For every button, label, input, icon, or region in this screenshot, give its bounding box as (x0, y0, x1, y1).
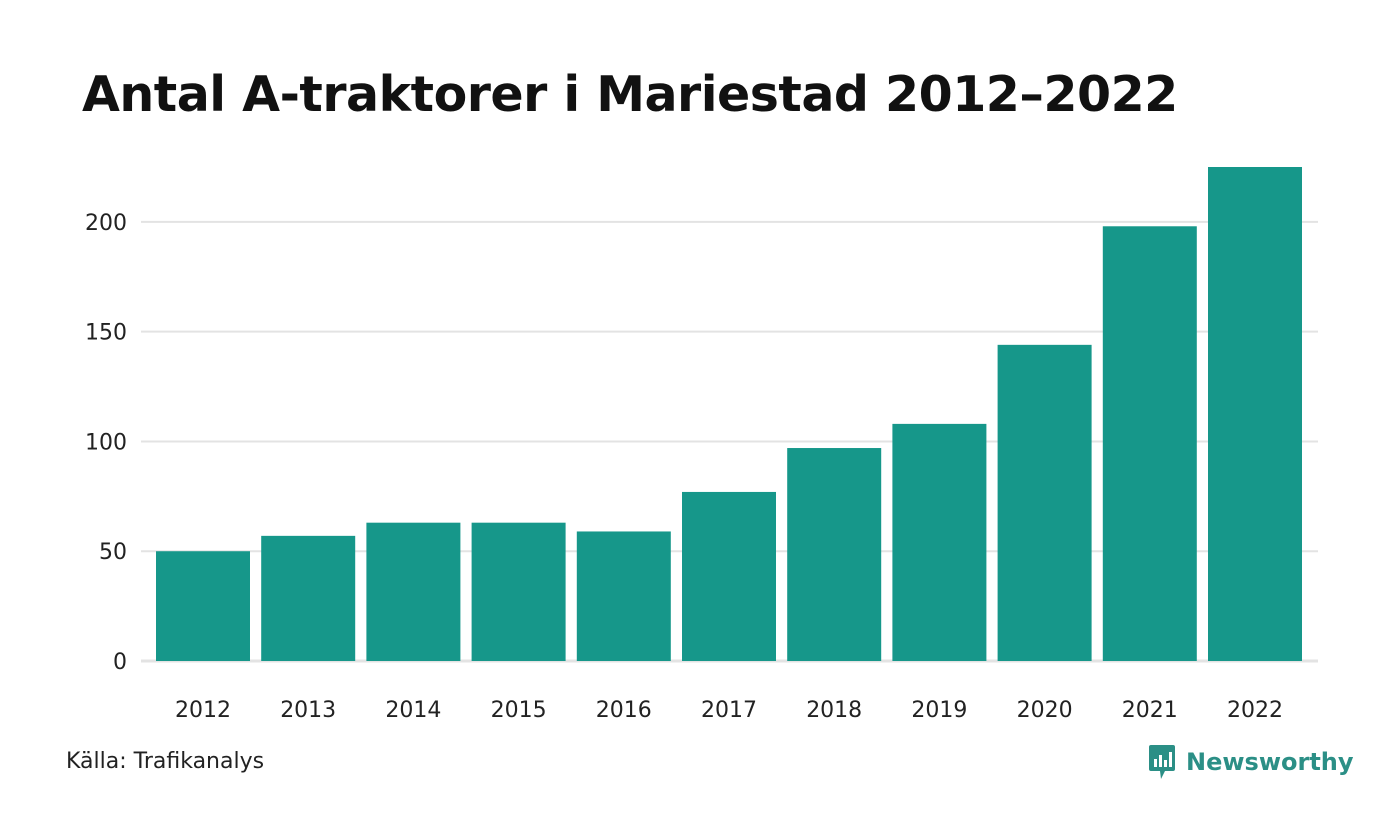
x-tick-label-2014: 2014 (385, 698, 441, 723)
x-tick-label-2013: 2013 (280, 698, 336, 723)
newsworthy-logo-icon (1149, 745, 1175, 779)
y-tick-label-0: 0 (113, 650, 127, 675)
bar-2013 (261, 535, 356, 661)
bar-2018 (787, 448, 882, 661)
x-tick-label-2021: 2021 (1122, 698, 1178, 723)
x-tick-label-2019: 2019 (911, 698, 967, 723)
x-tick-label-2020: 2020 (1017, 698, 1073, 723)
y-axis-ticks: 0 50 100 150 200 (85, 211, 127, 675)
x-tick-label-2016: 2016 (596, 698, 652, 723)
bar-2016 (576, 531, 671, 661)
brand-name: Newsworthy (1186, 748, 1354, 776)
bar-2022 (1208, 167, 1302, 661)
x-axis-ticks: 2012 2013 2014 2015 2016 2017 2018 2019 2020 2021… (175, 698, 1283, 723)
y-tick-label-50: 50 (99, 540, 127, 565)
bar-2021 (1102, 226, 1197, 661)
bars (156, 167, 1302, 661)
y-tick-label-200: 200 (85, 211, 127, 236)
x-tick-label-2012: 2012 (175, 698, 231, 723)
x-tick-label-2015: 2015 (491, 698, 547, 723)
x-tick-label-2018: 2018 (806, 698, 862, 723)
y-tick-label-100: 100 (85, 430, 127, 455)
bar-2012 (156, 551, 250, 661)
bar-2019 (892, 423, 987, 661)
bar-2020 (997, 344, 1092, 661)
source-note: Källa: Trafikanalys (66, 749, 265, 774)
x-tick-label-2017: 2017 (701, 698, 757, 723)
y-tick-label-150: 150 (85, 321, 127, 346)
x-tick-label-2022: 2022 (1227, 698, 1283, 723)
bar-2015 (471, 522, 566, 661)
brand: Newsworthy (1148, 744, 1354, 780)
bar-2017 (682, 491, 776, 661)
bar-2014 (366, 522, 461, 661)
chart-title: Antal A-traktorer i Mariestad 2012–2022 (82, 66, 1178, 123)
